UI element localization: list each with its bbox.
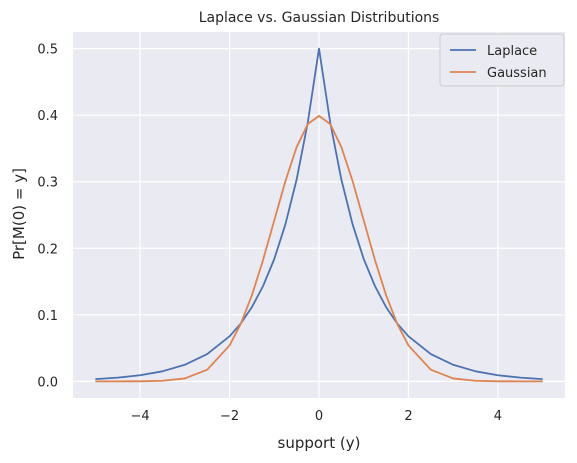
series-line-laplace	[95, 47, 543, 380]
x-tick-label: −4	[131, 409, 150, 424]
x-tick-labels: −4 −2 0 2 4	[131, 409, 503, 424]
y-tick-label: 0.2	[37, 242, 58, 257]
x-axis-label: support (y)	[278, 434, 361, 452]
y-tick-label: 0.5	[37, 43, 58, 58]
x-tick-label: 4	[494, 409, 502, 424]
y-tick-label: 0.1	[37, 309, 58, 324]
series-line-gaussian	[95, 115, 543, 383]
series-layer	[95, 47, 543, 383]
legend: Laplace Gaussian	[439, 33, 565, 87]
x-tick-label: 0	[315, 409, 323, 424]
y-tick-labels: 0.0 0.1 0.2 0.3 0.4 0.5	[37, 43, 58, 391]
chart-title: Laplace vs. Gaussian Distributions	[199, 10, 440, 26]
y-tick-label: 0.3	[37, 176, 58, 191]
x-tick-label: −2	[220, 409, 239, 424]
y-tick-label: 0.0	[37, 375, 58, 390]
x-tick-label: 2	[404, 409, 412, 424]
legend-box	[439, 33, 565, 87]
y-axis-label: Pr[M(0) = y]	[10, 168, 28, 260]
legend-label-gaussian: Gaussian	[487, 66, 547, 81]
y-tick-label: 0.4	[37, 109, 58, 124]
legend-label-laplace: Laplace	[487, 44, 537, 59]
